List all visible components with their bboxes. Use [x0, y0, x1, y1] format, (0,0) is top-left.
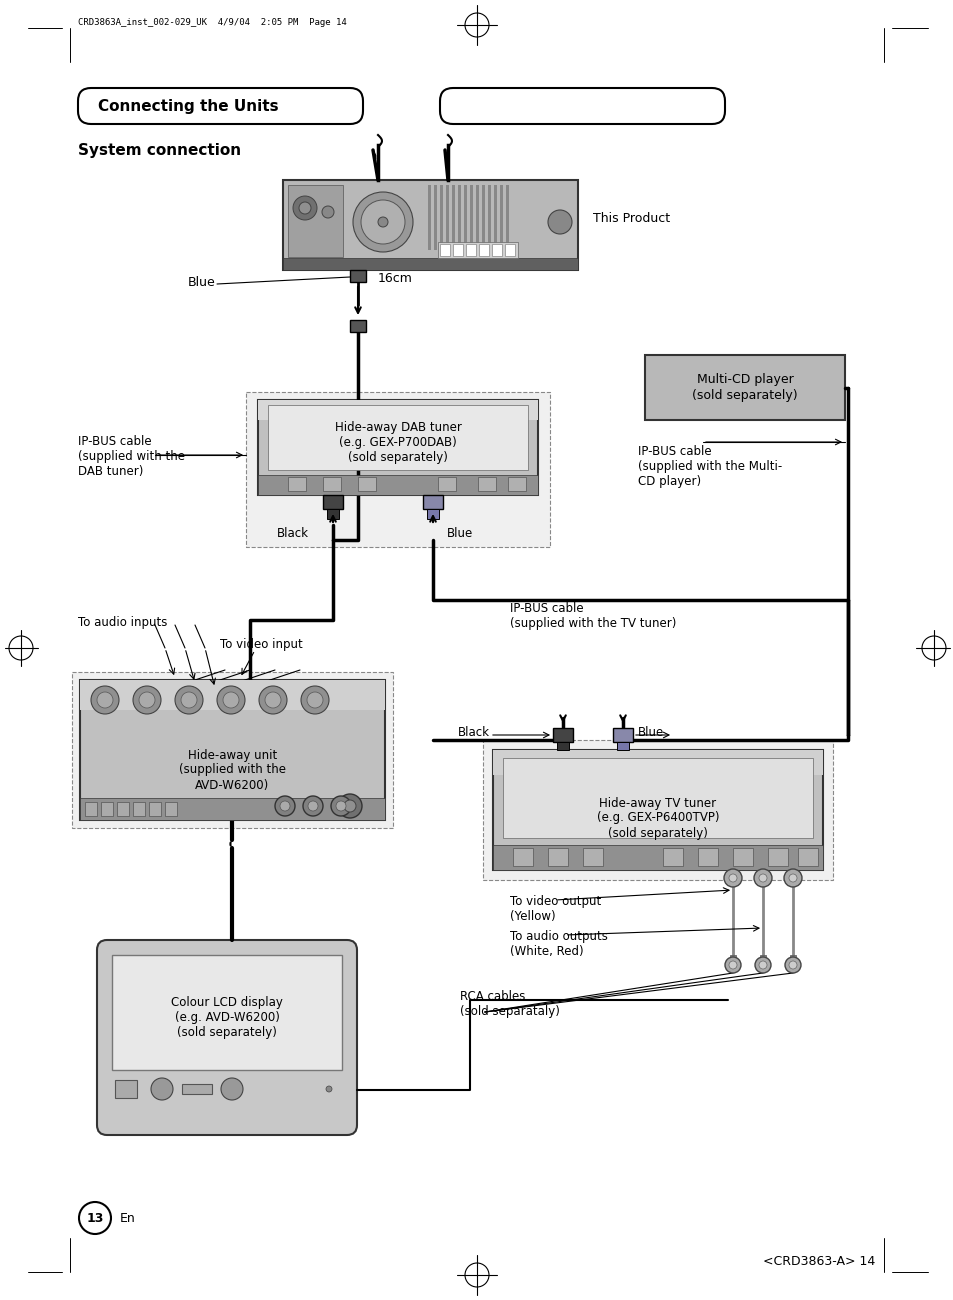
Bar: [493, 750, 822, 870]
Circle shape: [132, 686, 161, 714]
Bar: [439, 185, 442, 250]
Bar: [350, 320, 366, 332]
Bar: [327, 510, 338, 519]
Bar: [453, 244, 462, 256]
Circle shape: [97, 692, 112, 708]
Bar: [85, 802, 97, 816]
Circle shape: [258, 686, 287, 714]
Bar: [288, 185, 343, 257]
Bar: [428, 185, 431, 250]
Text: Multi-CD player
(sold separately): Multi-CD player (sold separately): [692, 373, 797, 402]
Circle shape: [322, 205, 334, 218]
Bar: [117, 802, 129, 816]
Bar: [493, 750, 822, 775]
Bar: [613, 728, 633, 742]
Circle shape: [788, 961, 796, 968]
Text: Blue: Blue: [447, 526, 473, 539]
Text: Blue: Blue: [188, 276, 215, 289]
Text: RCA cables
(sold separataly): RCA cables (sold separataly): [459, 991, 559, 1018]
Text: 13: 13: [86, 1212, 104, 1225]
Text: Colour LCD display
(e.g. AVD-W6200)
(sold separately): Colour LCD display (e.g. AVD-W6200) (sol…: [171, 996, 283, 1039]
Circle shape: [353, 192, 413, 252]
Bar: [493, 845, 822, 870]
FancyBboxPatch shape: [439, 88, 724, 124]
Circle shape: [335, 801, 346, 811]
Text: Hide-away TV tuner
(e.g. GEX-P6400TVP)
(sold separately): Hide-away TV tuner (e.g. GEX-P6400TVP) (…: [597, 797, 719, 840]
Circle shape: [547, 211, 572, 234]
Text: This Product: This Product: [593, 212, 669, 225]
Circle shape: [308, 801, 317, 811]
Bar: [283, 257, 578, 270]
Text: Connecting the Units: Connecting the Units: [98, 99, 278, 113]
Bar: [507, 477, 525, 491]
Bar: [504, 244, 515, 256]
Bar: [71, 672, 393, 828]
Bar: [288, 477, 306, 491]
Bar: [434, 185, 436, 250]
Bar: [553, 728, 573, 742]
Circle shape: [221, 1078, 243, 1100]
Bar: [477, 477, 496, 491]
Bar: [482, 740, 832, 880]
Bar: [767, 848, 787, 866]
Bar: [662, 848, 682, 866]
Bar: [481, 185, 484, 250]
Bar: [446, 185, 449, 250]
Circle shape: [783, 868, 801, 887]
Circle shape: [788, 874, 796, 881]
Bar: [494, 185, 497, 250]
Circle shape: [151, 1078, 172, 1100]
Circle shape: [377, 217, 388, 228]
Bar: [115, 1080, 137, 1098]
Circle shape: [307, 692, 323, 708]
Text: <CRD3863-A> 14: <CRD3863-A> 14: [762, 1254, 874, 1268]
Text: IP-BUS cable
(supplied with the
DAB tuner): IP-BUS cable (supplied with the DAB tune…: [78, 436, 185, 478]
Text: En: En: [120, 1212, 135, 1225]
Text: IP-BUS cable
(supplied with the Multi-
CD player): IP-BUS cable (supplied with the Multi- C…: [638, 445, 781, 488]
Circle shape: [759, 961, 766, 968]
Bar: [80, 798, 385, 820]
Bar: [101, 802, 112, 816]
Circle shape: [301, 686, 329, 714]
Circle shape: [293, 196, 316, 220]
Bar: [476, 185, 478, 250]
FancyBboxPatch shape: [78, 88, 363, 124]
Bar: [422, 495, 442, 510]
Bar: [149, 802, 161, 816]
Bar: [350, 270, 366, 282]
Bar: [165, 802, 177, 816]
Circle shape: [331, 796, 351, 816]
Bar: [246, 393, 550, 547]
Bar: [505, 185, 509, 250]
Circle shape: [181, 692, 196, 708]
Circle shape: [79, 1202, 111, 1234]
Circle shape: [337, 794, 361, 818]
Text: Black: Black: [276, 526, 309, 539]
Bar: [283, 179, 578, 270]
Circle shape: [784, 957, 801, 972]
Bar: [257, 400, 537, 420]
Bar: [357, 477, 375, 491]
Circle shape: [303, 796, 323, 816]
Text: Blue: Blue: [638, 725, 663, 738]
Bar: [182, 1084, 212, 1095]
Bar: [427, 510, 438, 519]
Text: To video input: To video input: [220, 638, 302, 651]
Text: Hide-away DAB tuner
(e.g. GEX-P700DAB)
(sold separately): Hide-away DAB tuner (e.g. GEX-P700DAB) (…: [335, 421, 461, 464]
Bar: [268, 406, 527, 471]
Bar: [492, 244, 501, 256]
Text: To audio outputs
(White, Red): To audio outputs (White, Red): [510, 930, 607, 958]
Circle shape: [753, 868, 771, 887]
Bar: [465, 244, 476, 256]
Bar: [463, 185, 467, 250]
Bar: [698, 848, 718, 866]
Circle shape: [759, 874, 766, 881]
Text: System connection: System connection: [78, 143, 241, 159]
Circle shape: [223, 692, 239, 708]
Bar: [457, 185, 460, 250]
Circle shape: [174, 686, 203, 714]
Circle shape: [344, 800, 355, 812]
Bar: [452, 185, 455, 250]
Circle shape: [298, 202, 311, 214]
Bar: [760, 956, 765, 965]
